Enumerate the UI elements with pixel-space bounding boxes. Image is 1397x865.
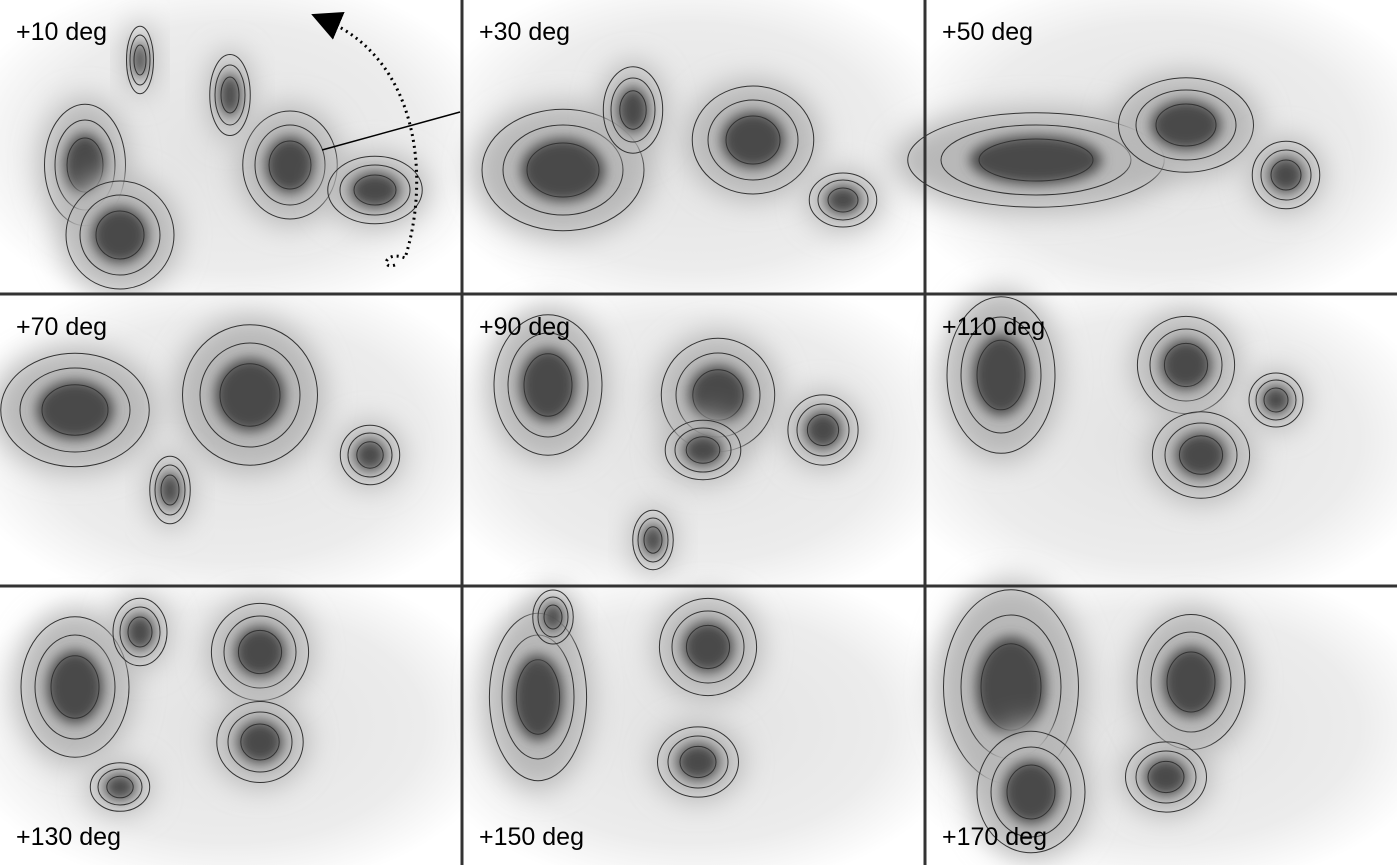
emission-core bbox=[677, 744, 719, 780]
panels: +10 deg +30 deg +50 deg +70 deg +90 deg +110 … bbox=[0, 0, 1397, 865]
panel-label: +10 deg bbox=[16, 18, 107, 46]
emission-core bbox=[826, 186, 861, 214]
emission-core bbox=[521, 139, 605, 202]
panel-label: +130 deg bbox=[16, 823, 121, 851]
emission-core bbox=[722, 112, 785, 168]
emission-core bbox=[1151, 101, 1221, 150]
panel: +130 deg bbox=[0, 587, 461, 865]
emission-core bbox=[133, 43, 147, 78]
emission-core bbox=[1262, 386, 1290, 414]
emission-core bbox=[92, 207, 148, 263]
emission-core bbox=[973, 334, 1029, 415]
emission-core bbox=[1176, 433, 1226, 478]
emission-core bbox=[618, 88, 649, 133]
emission-core bbox=[1163, 647, 1219, 717]
panel-label: +30 deg bbox=[479, 18, 570, 46]
emission-core bbox=[1145, 759, 1187, 795]
emission-core bbox=[37, 381, 114, 440]
emission-core bbox=[976, 637, 1046, 738]
panel-label: +110 deg bbox=[942, 313, 1045, 341]
emission-core bbox=[105, 774, 136, 799]
emission-core bbox=[543, 603, 564, 631]
panel-label: +90 deg bbox=[479, 313, 570, 341]
panel: +70 deg bbox=[0, 295, 461, 585]
emission-core bbox=[47, 651, 103, 724]
panel-label: +50 deg bbox=[942, 18, 1033, 46]
emission-core bbox=[805, 412, 841, 448]
emission-core bbox=[520, 349, 576, 422]
panel: +90 deg bbox=[463, 295, 924, 585]
emission-core bbox=[689, 366, 748, 425]
emission-core bbox=[355, 440, 386, 471]
panel: +30 deg bbox=[463, 0, 924, 293]
panel: +150 deg bbox=[463, 587, 924, 865]
emission-core bbox=[1003, 761, 1059, 824]
emission-core bbox=[235, 627, 285, 677]
panel: +10 deg bbox=[0, 0, 461, 295]
emission-core bbox=[970, 136, 1103, 185]
panel: +50 deg bbox=[894, 0, 1397, 293]
emission-core bbox=[238, 721, 283, 763]
emission-core bbox=[266, 137, 315, 193]
emission-core bbox=[1269, 158, 1304, 193]
panel-label: +70 deg bbox=[16, 313, 107, 341]
emission-core bbox=[215, 359, 285, 432]
figure-grid: +10 deg +30 deg +50 deg +70 deg +90 deg +110 … bbox=[0, 0, 1397, 865]
emission-core bbox=[513, 654, 563, 741]
emission-core bbox=[683, 435, 722, 466]
panel-label: +150 deg bbox=[479, 823, 584, 851]
emission-core bbox=[643, 525, 664, 556]
emission-core bbox=[1161, 340, 1211, 390]
emission-core bbox=[351, 173, 400, 208]
emission-core bbox=[160, 473, 181, 508]
panel: +170 deg bbox=[926, 579, 1397, 865]
emission-core bbox=[126, 615, 154, 650]
page: +10 deg +30 deg +50 deg +70 deg +90 deg +110 … bbox=[0, 0, 1397, 865]
emission-core bbox=[220, 74, 241, 116]
panel-label: +170 deg bbox=[942, 823, 1047, 851]
emission-core bbox=[683, 622, 733, 672]
panel: +110 deg bbox=[926, 288, 1397, 585]
